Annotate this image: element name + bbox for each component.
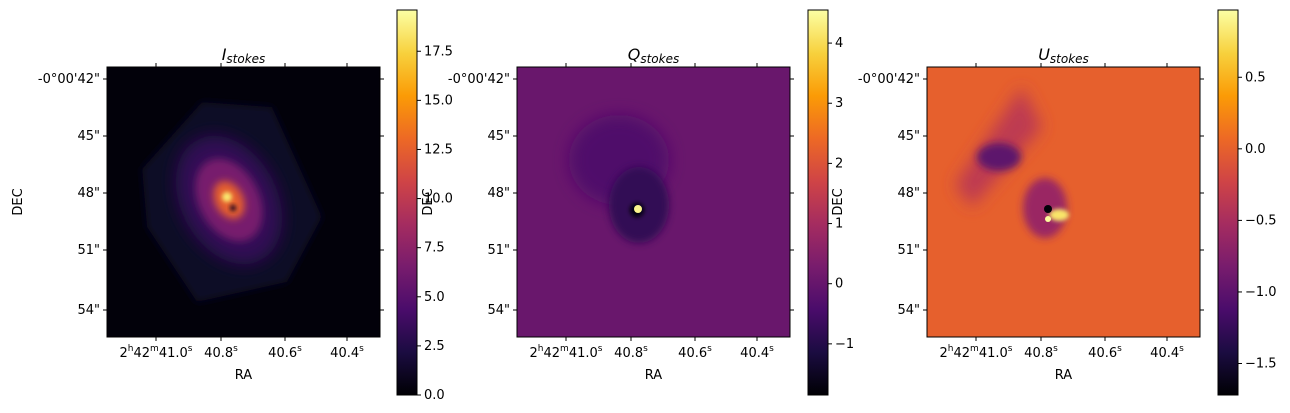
dust-lane [230, 205, 236, 211]
y-axis-label: DEC [831, 188, 846, 215]
x-tick-label: 40.6s [678, 344, 712, 361]
colorbar-tick-label: 15.0 [424, 93, 453, 108]
colorbar-tick-label: 5.0 [424, 290, 445, 305]
x-tick-label: 40.6s [268, 344, 302, 361]
colorbar: −1 0 1 2 3 4 [807, 9, 854, 396]
y-tick-label: 51" [487, 243, 510, 258]
negative-blob [977, 143, 1021, 171]
y-tick-label: 45" [897, 129, 920, 144]
colorbar-tick-label: 1 [835, 217, 843, 232]
colorbar: 0.0 2.5 5.0 7.5 10.0 12.5 15.0 17.5 [396, 9, 453, 403]
peak-spot [634, 205, 642, 213]
colorbar-tick-label: 12.5 [424, 142, 453, 157]
y-tick-label: 48" [77, 186, 100, 201]
galaxy-nucleus [222, 192, 232, 202]
colorbar-tick-label: 0.5 [1245, 70, 1266, 85]
x-tick-label: 2h42m41.0s [940, 344, 1013, 361]
y-tick-label: 54" [487, 303, 510, 318]
x-tick-label: 40.8s [614, 344, 648, 361]
y-axis-label: DEC [421, 188, 436, 215]
chart-title: Qstokes [628, 45, 679, 66]
colorbar-tick-label: 7.5 [424, 241, 445, 256]
positive-lobe [1049, 209, 1069, 221]
y-tick-label: 45" [487, 129, 510, 144]
x-tick-label: 40.4s [330, 344, 364, 361]
panel-q: -0°00'42" 45" 48" 51" 54" 2h42m41.0s 40.8s 40.6… [421, 9, 854, 396]
panel-u: -0°00'42" 45" 48" 51" 54" 2h42m41.0s 40.8s 40.6… [831, 9, 1277, 396]
x-tick-label: 2h42m41.0s [530, 344, 603, 361]
colorbar-tick-label: 0.0 [424, 388, 445, 403]
x-axis-label: RA [1055, 368, 1073, 383]
y-axis-label: DEC [11, 188, 26, 215]
x-tick-label: 40.4s [1150, 344, 1184, 361]
x-tick-label: 40.8s [1024, 344, 1058, 361]
colorbar-tick-label: 0 [835, 277, 843, 292]
x-tick-label: 2h42m41.0s [120, 344, 193, 361]
y-tick-label: 48" [487, 186, 510, 201]
heatmap-image [517, 67, 790, 337]
peak-spot [1045, 216, 1051, 222]
x-tick-label: 40.6s [1088, 344, 1122, 361]
x-axis-label: RA [645, 368, 663, 383]
colorbar-tick-label: −0.5 [1245, 213, 1277, 228]
y-tick-label: 54" [897, 303, 920, 318]
y-tick-label: 48" [897, 186, 920, 201]
colorbar-tick-label: 2.5 [424, 339, 445, 354]
x-tick-label: 40.4s [740, 344, 774, 361]
y-tick-label: -0°00'42" [38, 72, 100, 87]
colorbar-tick-label: −1 [835, 337, 854, 352]
colorbar-gradient [396, 9, 418, 396]
axes-frame [516, 66, 791, 338]
chart-title: Ustokes [1038, 45, 1089, 66]
colorbar: 0.5 0.0 −0.5 −1.0 −1.5 [1217, 9, 1277, 396]
axes-frame [926, 66, 1201, 338]
x-tick-label: 40.8s [204, 344, 238, 361]
colorbar-tick-label: 4 [835, 36, 843, 51]
axes-frame [106, 66, 381, 338]
panel-i: -0°00'42" 45" 48" 51" 54" 2h42m41.0s 40.8s 40.6… [11, 9, 453, 403]
colorbar-gradient [1217, 9, 1239, 396]
y-tick-label: -0°00'42" [448, 72, 510, 87]
y-tick-label: 51" [77, 243, 100, 258]
colorbar-tick-label: 0.0 [1245, 142, 1266, 157]
heatmap-image [107, 67, 380, 337]
heatmap-image [927, 67, 1200, 337]
y-tick-label: 51" [897, 243, 920, 258]
colorbar-tick-label: 10.0 [424, 192, 453, 207]
colorbar-tick-label: 3 [835, 96, 843, 111]
dark-spot [1044, 205, 1052, 213]
colorbar-tick-label: 2 [835, 156, 843, 171]
y-tick-label: 45" [77, 129, 100, 144]
x-axis-label: RA [235, 368, 253, 383]
chart-title: Istokes [222, 45, 266, 66]
y-tick-label: -0°00'42" [858, 72, 920, 87]
colorbar-tick-label: 17.5 [424, 44, 453, 59]
colorbar-gradient [807, 9, 829, 396]
y-tick-label: 54" [77, 303, 100, 318]
colorbar-tick-label: −1.0 [1245, 285, 1277, 300]
colorbar-tick-label: −1.5 [1245, 357, 1277, 372]
